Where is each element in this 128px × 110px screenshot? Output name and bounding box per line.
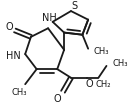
- Text: CH₃: CH₃: [94, 47, 109, 56]
- Text: NH: NH: [42, 13, 57, 23]
- Text: O: O: [5, 22, 13, 32]
- Text: CH₃: CH₃: [12, 88, 27, 97]
- Text: S: S: [71, 1, 77, 11]
- Text: CH₃: CH₃: [112, 59, 128, 68]
- Text: HN: HN: [6, 51, 21, 61]
- Text: O: O: [53, 94, 61, 104]
- Text: CH₂: CH₂: [95, 80, 111, 89]
- Text: O: O: [86, 79, 93, 89]
